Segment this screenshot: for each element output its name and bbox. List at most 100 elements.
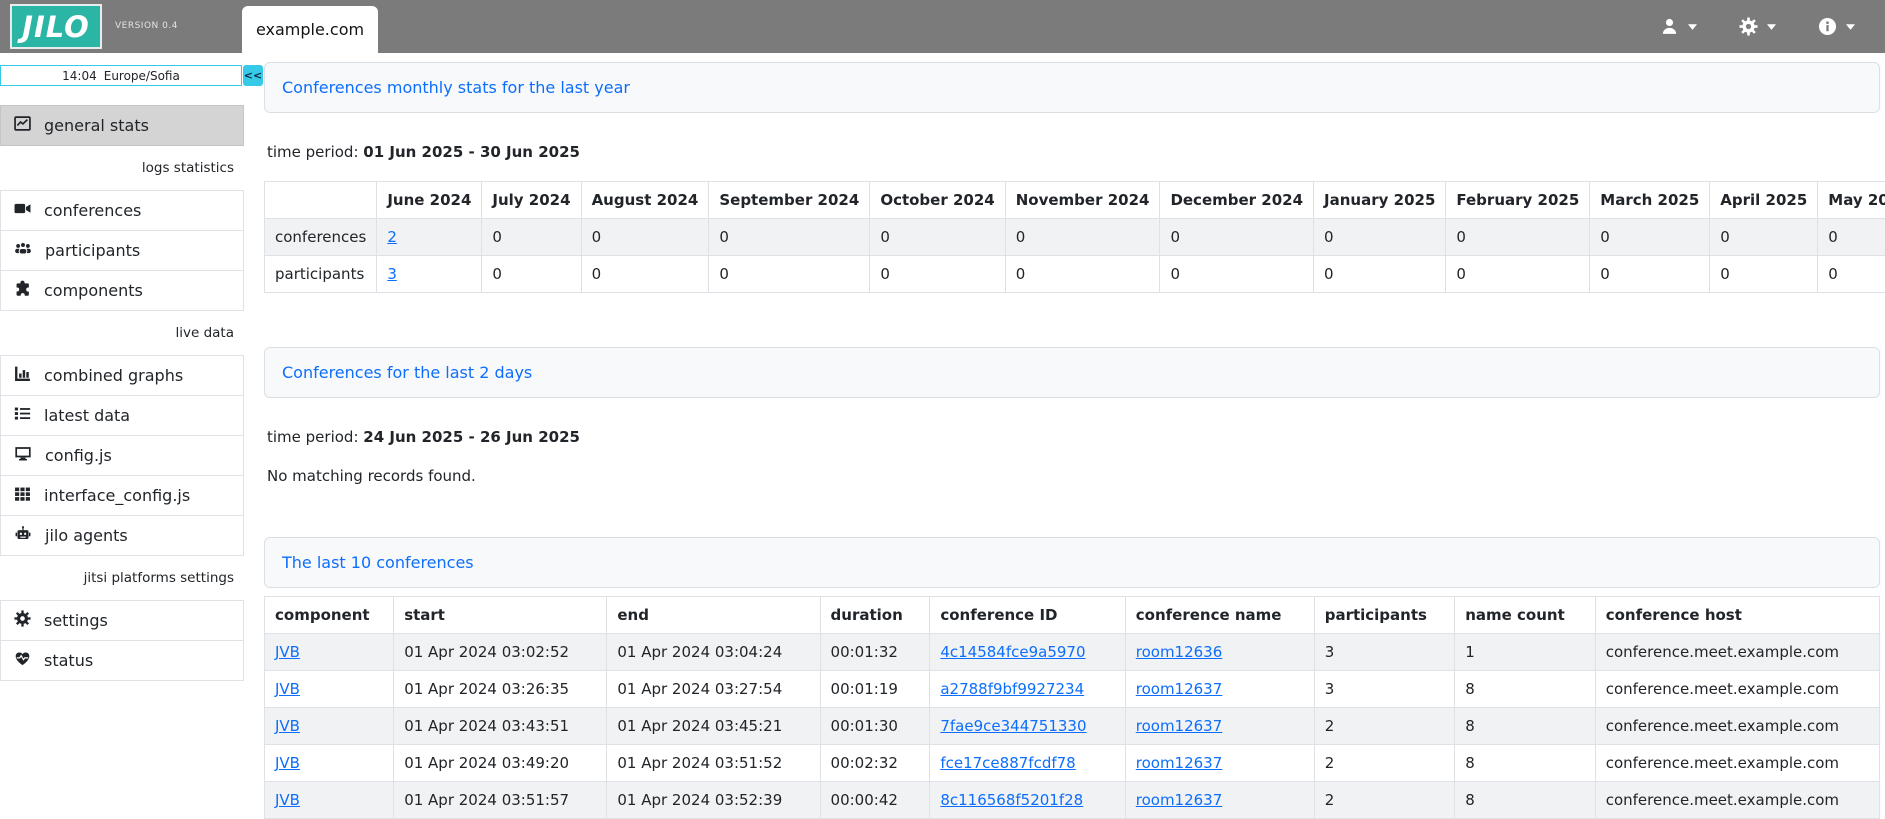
clock-timezone: Europe/Sofia bbox=[104, 69, 180, 83]
cell: 0 bbox=[482, 219, 581, 256]
monthly-stats-title-link[interactable]: Conferences monthly stats for the last y… bbox=[282, 78, 630, 97]
gear-icon bbox=[1739, 17, 1758, 36]
cell: 0 bbox=[482, 256, 581, 293]
sidebar-item-status[interactable]: status bbox=[0, 640, 244, 681]
cell: 8 bbox=[1455, 671, 1596, 708]
cell: JVB bbox=[265, 782, 394, 819]
cell: 00:02:32 bbox=[820, 745, 930, 782]
topbar-actions bbox=[1660, 0, 1885, 53]
column-header: October 2024 bbox=[870, 182, 1005, 219]
cell: 2 bbox=[377, 219, 482, 256]
table-row: participants3000000000000 bbox=[265, 256, 1885, 293]
cell: 2 bbox=[1314, 745, 1455, 782]
cell: conference.meet.example.com bbox=[1595, 708, 1879, 745]
column-header: conference ID bbox=[930, 597, 1125, 634]
clock-display: 14:04 Europe/Sofia bbox=[0, 65, 242, 86]
last-2-days-title-link[interactable]: Conferences for the last 2 days bbox=[282, 363, 532, 382]
cell: 0 bbox=[1590, 256, 1710, 293]
conference-id-link[interactable]: 4c14584fce9a5970 bbox=[940, 643, 1085, 661]
sidebar-item-components[interactable]: components bbox=[0, 270, 244, 311]
info-menu-button[interactable] bbox=[1818, 17, 1855, 36]
conference-name-link[interactable]: room12637 bbox=[1136, 680, 1223, 698]
column-header: participants bbox=[1314, 597, 1455, 634]
sidebar-item-interface-config-js[interactable]: interface_config.js bbox=[0, 475, 244, 516]
sidebar-section-label-jitsi-settings: jitsi platforms settings bbox=[0, 556, 244, 600]
monitor-icon bbox=[14, 445, 32, 466]
column-header: January 2025 bbox=[1314, 182, 1446, 219]
column-header: conference name bbox=[1125, 597, 1314, 634]
sidebar-item-label: config.js bbox=[45, 446, 112, 465]
component-link[interactable]: JVB bbox=[275, 717, 300, 735]
conference-id-link[interactable]: a2788f9bf9927234 bbox=[940, 680, 1084, 698]
sidebar-item-latest-data[interactable]: latest data bbox=[0, 395, 244, 436]
cell: 0 bbox=[709, 256, 870, 293]
site-tab-example-com[interactable]: example.com bbox=[242, 6, 378, 53]
sidebar-collapse-button[interactable]: << bbox=[243, 65, 263, 86]
chevron-down-icon bbox=[1688, 24, 1697, 30]
cell: 0 bbox=[1818, 256, 1885, 293]
conference-id-link[interactable]: 7fae9ce344751330 bbox=[940, 717, 1086, 735]
sidebar-item-label: general stats bbox=[44, 116, 149, 135]
cell: conference.meet.example.com bbox=[1595, 634, 1879, 671]
cell: participants bbox=[265, 256, 377, 293]
sidebar-item-combined-graphs[interactable]: combined graphs bbox=[0, 355, 244, 396]
chevron-down-icon bbox=[1846, 24, 1855, 30]
user-menu-button[interactable] bbox=[1660, 17, 1697, 36]
sidebar-nav: general stats logs statistics conference… bbox=[0, 105, 244, 681]
monthly-stats-panel: Conferences monthly stats for the last y… bbox=[264, 62, 1880, 113]
cell: JVB bbox=[265, 745, 394, 782]
column-header: August 2024 bbox=[581, 182, 709, 219]
last-2-days-panel: Conferences for the last 2 days bbox=[264, 347, 1880, 398]
sidebar-item-settings[interactable]: settings bbox=[0, 600, 244, 641]
sidebar-item-conferences[interactable]: conferences bbox=[0, 190, 244, 231]
cell: 8 bbox=[1455, 708, 1596, 745]
clock-time: 14:04 bbox=[62, 69, 97, 83]
cell: 2 bbox=[1314, 708, 1455, 745]
cell: 0 bbox=[1160, 256, 1314, 293]
sidebar-item-label: settings bbox=[44, 611, 108, 630]
component-link[interactable]: JVB bbox=[275, 680, 300, 698]
sidebar-item-general-stats[interactable]: general stats bbox=[0, 105, 244, 146]
sidebar-item-jilo-agents[interactable]: jilo agents bbox=[0, 515, 244, 556]
list-icon bbox=[14, 405, 31, 426]
settings-menu-button[interactable] bbox=[1739, 17, 1776, 36]
conference-id-link[interactable]: fce17ce887fcdf78 bbox=[940, 754, 1075, 772]
site-tab-label: example.com bbox=[256, 20, 364, 39]
component-link[interactable]: JVB bbox=[275, 791, 300, 809]
monthly-count-link[interactable]: 3 bbox=[387, 265, 397, 283]
cell: 01 Apr 2024 03:51:57 bbox=[394, 782, 607, 819]
sidebar-item-participants[interactable]: participants bbox=[0, 230, 244, 271]
cell: 0 bbox=[870, 256, 1005, 293]
cell: 8c116568f5201f28 bbox=[930, 782, 1125, 819]
top-header: JILO VERSION 0.4 example.com bbox=[0, 0, 1885, 53]
cell: 01 Apr 2024 03:26:35 bbox=[394, 671, 607, 708]
cell: a2788f9bf9927234 bbox=[930, 671, 1125, 708]
heart-pulse-icon bbox=[14, 650, 31, 671]
conference-name-link[interactable]: room12637 bbox=[1136, 791, 1223, 809]
cell: 0 bbox=[1314, 219, 1446, 256]
component-link[interactable]: JVB bbox=[275, 643, 300, 661]
sidebar-item-label: status bbox=[44, 651, 93, 670]
cell: JVB bbox=[265, 671, 394, 708]
time-period-value: 24 Jun 2025 - 26 Jun 2025 bbox=[363, 428, 580, 446]
column-header: March 2025 bbox=[1590, 182, 1710, 219]
cell: conference.meet.example.com bbox=[1595, 782, 1879, 819]
cell: 0 bbox=[581, 256, 709, 293]
cell: 7fae9ce344751330 bbox=[930, 708, 1125, 745]
conference-id-link[interactable]: 8c116568f5201f28 bbox=[940, 791, 1083, 809]
last-10-conferences-title-link[interactable]: The last 10 conferences bbox=[282, 553, 474, 572]
cell: room12637 bbox=[1125, 782, 1314, 819]
conference-name-link[interactable]: room12636 bbox=[1136, 643, 1223, 661]
conference-name-link[interactable]: room12637 bbox=[1136, 717, 1223, 735]
component-link[interactable]: JVB bbox=[275, 754, 300, 772]
cell: 01 Apr 2024 03:04:24 bbox=[607, 634, 820, 671]
sidebar-item-config-js[interactable]: config.js bbox=[0, 435, 244, 476]
monthly-count-link[interactable]: 2 bbox=[387, 228, 397, 246]
cell: 00:01:32 bbox=[820, 634, 930, 671]
conference-name-link[interactable]: room12637 bbox=[1136, 754, 1223, 772]
cell: 01 Apr 2024 03:45:21 bbox=[607, 708, 820, 745]
